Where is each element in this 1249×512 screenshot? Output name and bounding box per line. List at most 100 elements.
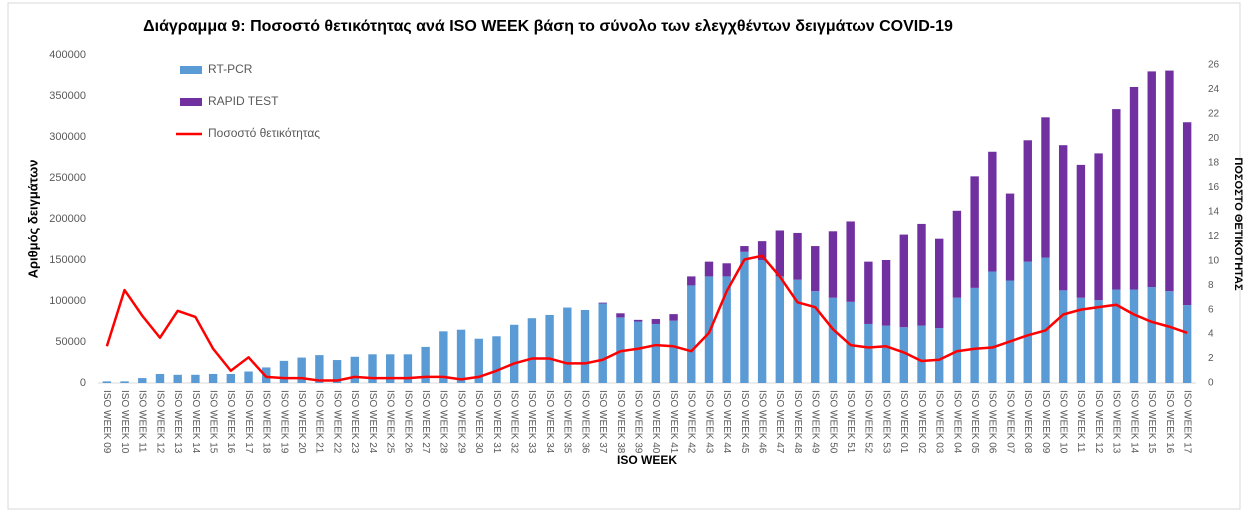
bar — [1076, 297, 1086, 383]
bar — [917, 325, 926, 383]
legend-label: RAPID TEST — [208, 94, 279, 108]
y2-tick-label: 22 — [1208, 109, 1220, 120]
bar — [315, 355, 324, 383]
bar — [474, 338, 483, 383]
bar — [208, 373, 218, 383]
bar — [828, 297, 838, 383]
bar — [952, 210, 962, 298]
x-tick-label: ISO WEEK 12 — [154, 390, 165, 454]
x-tick-label: ISO WEEK 41 — [668, 390, 679, 454]
bar — [722, 263, 731, 277]
bar — [704, 261, 714, 277]
line — [105, 254, 1188, 382]
bar — [138, 378, 147, 383]
legend-swatch — [180, 98, 202, 106]
bar — [1005, 193, 1015, 281]
y2-tick-label: 6 — [1208, 304, 1214, 315]
bar — [563, 307, 572, 383]
x-tick-label: ISO WEEK 49 — [810, 390, 821, 454]
bar — [881, 325, 891, 383]
y2-axis-title: ΠΟΣΟΣΤΟ ΘΕΤΙΚΟΤΗΤΑΣ — [1232, 157, 1244, 291]
x-tick-label: ISO WEEK 12 — [1093, 390, 1104, 454]
bar — [1058, 290, 1068, 383]
bar — [1147, 71, 1156, 288]
legend-swatch — [180, 66, 202, 74]
bar — [332, 360, 342, 383]
x-tick-label: ISO WEEK 44 — [721, 390, 732, 454]
x-tick-label: ISO WEEK 03 — [934, 390, 945, 454]
legend-label: Ποσοστό θετικότητας — [208, 126, 320, 140]
bar — [740, 251, 749, 383]
y2-tick-label: 26 — [1208, 60, 1220, 71]
x-tick-label: ISO WEEK 06 — [987, 390, 998, 454]
x-tick-label: ISO WEEK 02 — [916, 390, 927, 454]
bar — [935, 328, 944, 383]
bar — [917, 223, 926, 326]
y-tick-label: 300000 — [49, 131, 86, 143]
y2-tick-label: 16 — [1208, 182, 1220, 193]
bar — [669, 320, 678, 383]
x-tick-label: ISO WEEK 29 — [455, 390, 466, 454]
y2-tick-label: 0 — [1208, 378, 1214, 389]
x-tick-label: ISO WEEK 27 — [420, 390, 431, 454]
bar — [864, 323, 873, 383]
y-tick-label: 350000 — [49, 90, 86, 102]
bar — [899, 327, 908, 383]
bar — [102, 381, 112, 383]
x-tick-label: ISO WEEK 50 — [827, 390, 838, 454]
x-tick-label: ISO WEEK 38 — [615, 390, 626, 454]
bar — [988, 271, 997, 383]
bar — [1076, 164, 1086, 298]
x-tick-label: ISO WEEK 25 — [385, 390, 396, 454]
bar — [244, 371, 253, 383]
x-tick-label: ISO WEEK 16 — [225, 390, 236, 454]
bar — [527, 318, 537, 383]
bar — [633, 321, 643, 383]
y-tick-label: 100000 — [49, 295, 86, 307]
x-tick-label: ISO WEEK 42 — [686, 390, 697, 454]
bar — [881, 260, 891, 326]
x-tick-label: ISO WEEK 33 — [526, 390, 537, 454]
bar — [1005, 280, 1015, 383]
y-tick-label: 150000 — [49, 254, 86, 266]
x-tick-label: ISO WEEK 23 — [349, 390, 360, 454]
x-tick-label: ISO WEEK 19 — [278, 390, 289, 454]
bar — [1094, 300, 1103, 383]
x-tick-label: ISO WEEK 22 — [331, 390, 342, 454]
x-tick-label: ISO WEEK 18 — [261, 390, 272, 454]
bar — [952, 297, 962, 383]
bar — [368, 354, 377, 383]
bar — [350, 356, 359, 383]
y2-tick-label: 18 — [1208, 157, 1220, 168]
bar — [775, 230, 785, 277]
y2-tick-label: 8 — [1208, 280, 1214, 291]
bar — [757, 260, 767, 383]
bar — [669, 314, 678, 321]
x-tick-label: ISO WEEK 30 — [473, 390, 484, 454]
x-tick-label: ISO WEEK 17 — [1182, 390, 1193, 454]
bar — [545, 314, 554, 383]
x-tick-label: ISO WEEK 47 — [774, 390, 785, 454]
bar — [1094, 153, 1103, 301]
bar — [775, 276, 785, 383]
bar — [120, 381, 129, 383]
bar — [988, 151, 997, 272]
x-tick-label: ISO WEEK 01 — [898, 390, 909, 454]
bar — [651, 323, 661, 383]
bar — [793, 279, 802, 383]
bar — [580, 310, 590, 383]
y2-tick-label: 4 — [1208, 329, 1214, 340]
x-tick-label: ISO WEEK 07 — [1004, 390, 1015, 454]
bar — [793, 232, 802, 280]
x-tick-label: ISO WEEK 26 — [402, 390, 413, 454]
bar — [970, 287, 979, 383]
x-tick-label: ISO WEEK 46 — [756, 390, 767, 454]
bar — [1129, 289, 1139, 383]
bar — [1023, 261, 1032, 383]
x-tick-label: ISO WEEK 10 — [1058, 390, 1069, 454]
x-tick-label: ISO WEEK 17 — [243, 390, 254, 454]
bar — [421, 346, 430, 383]
x-tick-label: ISO WEEK 36 — [579, 390, 590, 454]
y2-tick-label: 24 — [1208, 84, 1220, 95]
